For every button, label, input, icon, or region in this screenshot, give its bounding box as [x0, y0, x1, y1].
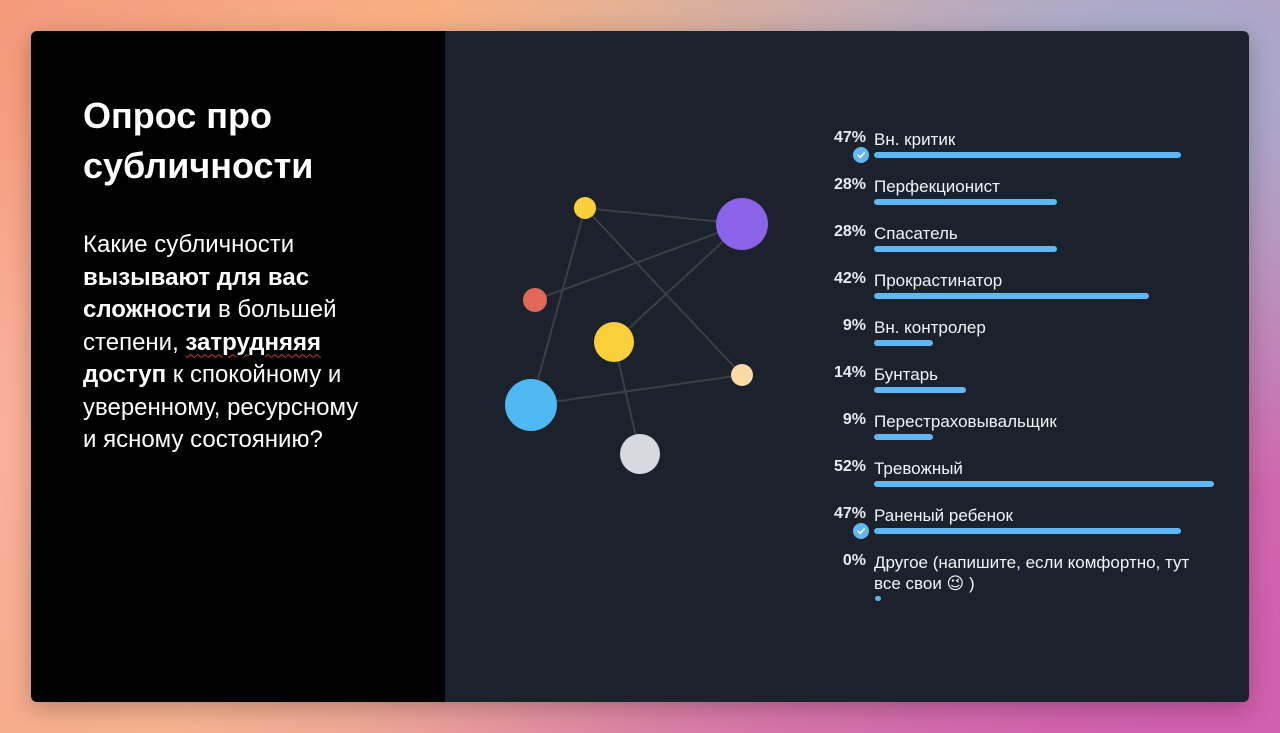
poll-option: 52% Тревожный: [815, 456, 1215, 503]
check-icon: [853, 523, 869, 539]
option-bar: [874, 528, 1181, 534]
poll-option: 47% Вн. критик: [815, 127, 1215, 174]
network-illustration: [505, 197, 768, 474]
option-bar: [874, 293, 1149, 299]
option-label: Вн. критик: [874, 130, 956, 149]
network-edge: [584, 207, 743, 376]
option-label: Спасатель: [874, 224, 958, 243]
option-percent: 9%: [842, 411, 866, 428]
option-percent: 42%: [833, 270, 866, 287]
option-bar: [874, 434, 933, 440]
option-percent: 0%: [842, 552, 866, 569]
slide-title: Опрос про субличности: [83, 95, 314, 186]
poll-option: 14% Бунтарь: [815, 362, 1215, 409]
check-icon: [853, 147, 869, 163]
option-label: Перестраховывальщик: [874, 412, 1057, 431]
network-node: [731, 364, 753, 386]
question-text: Какие субличности: [83, 231, 295, 258]
network-edge: [584, 207, 743, 225]
network-node: [594, 322, 634, 362]
option-percent: 28%: [833, 223, 866, 240]
option-percent: 9%: [842, 317, 866, 334]
network-node: [574, 197, 596, 219]
option-percent: 47%: [833, 505, 866, 522]
network-edge: [613, 223, 743, 343]
question-text: в большей степени,: [83, 296, 337, 356]
results-panel: 47% Вн. критик 28% Перфекционист 28% Спасател…: [445, 31, 1249, 702]
poll-question: Какие субличности вызывают для вас сложн…: [83, 229, 373, 457]
network-node: [716, 198, 768, 250]
question-text: к спокойному и уверенному, ресурсному и …: [83, 361, 359, 453]
poll-option: 9% Перестраховывальщик: [815, 409, 1215, 456]
option-label: Тревожный: [874, 459, 963, 478]
option-bar: [875, 596, 881, 601]
network-node: [620, 434, 660, 474]
question-emphasis: вызывают для вас сложности: [83, 263, 310, 324]
option-bar: [874, 199, 1057, 205]
question-emphasis: доступ: [83, 361, 167, 388]
option-bar: [874, 387, 966, 393]
poll-option: 28% Перфекционист: [815, 174, 1215, 221]
poll-option: 28% Спасатель: [815, 221, 1215, 268]
poll-option: 0% Другое (напишите, если комфортно, тут …: [815, 550, 1215, 601]
option-percent: 47%: [833, 129, 866, 146]
option-label: Бунтарь: [874, 365, 939, 384]
network-node: [523, 288, 547, 312]
option-label: Другое (напишите, если комфортно, тут вс…: [874, 553, 1190, 593]
option-percent: 52%: [833, 458, 866, 475]
poll-slide: Опрос про субличности Какие субличности …: [31, 31, 1249, 702]
network-node: [505, 379, 557, 431]
option-label: Прокрастинатор: [874, 271, 1003, 290]
option-percent: 14%: [833, 364, 866, 381]
option-bar: [874, 481, 1214, 487]
option-label: Раненый ребенок: [874, 506, 1013, 525]
option-label: Вн. контролер: [874, 318, 986, 337]
option-label: Перфекционист: [874, 177, 1000, 196]
network-edge: [530, 374, 743, 406]
network-edge: [534, 223, 743, 301]
question-panel: Опрос про субличности Какие субличности …: [31, 31, 445, 702]
option-bar: [874, 340, 933, 346]
poll-results: 47% Вн. критик 28% Перфекционист 28% Спасател…: [815, 127, 1215, 601]
network-edge: [530, 207, 586, 406]
question-emphasis: затрудняяя: [185, 328, 321, 356]
poll-option: 42% Прокрастинатор: [815, 268, 1215, 315]
poll-option: 47% Раненый ребенок: [815, 503, 1215, 550]
poll-option: 9% Вн. контролер: [815, 315, 1215, 362]
option-bar: [874, 246, 1057, 252]
option-percent: 28%: [833, 176, 866, 193]
option-bar: [874, 152, 1181, 158]
